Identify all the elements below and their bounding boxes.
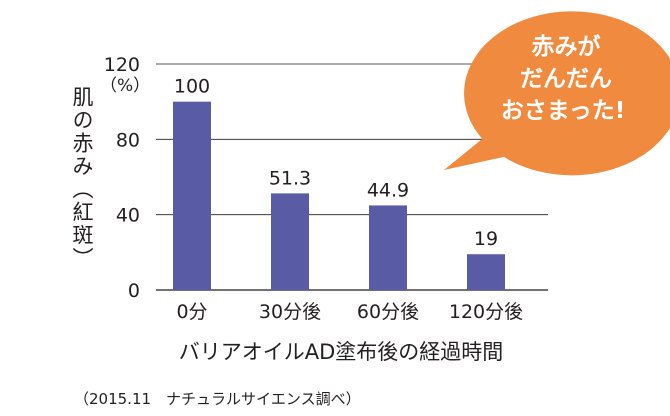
bar [271,193,309,290]
data-label: 19 [474,228,498,250]
x-axis-categories: 0分 30分後 60分後 120分後 [176,301,523,323]
bar [369,205,407,290]
y-tick-label: 0 [128,280,140,302]
data-labels: 100 51.3 44.9 19 [174,76,498,251]
x-tick-label: 120分後 [449,301,523,323]
bar [173,101,211,291]
y-tick-label: 120 [104,54,140,76]
speech-bubble-shape [444,11,670,176]
callout-bubble: 赤みが だんだん おさまった! [444,11,670,176]
footnote: （2015.11 ナチュラルサイエンス調べ） [74,390,361,408]
callout-line-1: 赤みが [532,33,601,60]
data-label: 44.9 [367,179,409,201]
data-label: 51.3 [269,167,311,189]
x-tick-label: 0分 [176,301,207,323]
x-tick-label: 30分後 [259,301,321,323]
callout-line-2: だんだん [520,66,612,92]
callout-line-3: おさまった! [501,98,626,124]
bar-series [173,101,505,291]
y-axis-ticks: 0 40 80 120 [104,54,140,302]
y-axis-unit: （%） [100,76,150,96]
data-label: 100 [174,76,210,98]
bar [467,254,505,290]
y-tick-label: 80 [116,129,140,151]
y-axis-title: 肌の赤み（紅斑） [70,86,94,270]
x-tick-label: 60分後 [357,301,419,323]
x-axis-title: バリアオイルAD塗布後の経過時間 [179,340,504,364]
y-tick-label: 40 [116,205,140,227]
